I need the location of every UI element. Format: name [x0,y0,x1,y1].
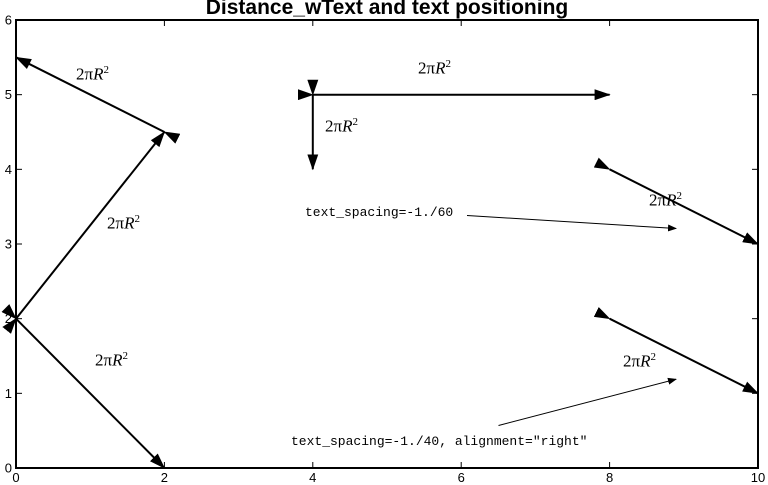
svg-text:5: 5 [5,87,12,102]
svg-text:3: 3 [5,237,12,252]
svg-text:10: 10 [751,470,765,485]
svg-text:2: 2 [5,311,12,326]
svg-text:2: 2 [161,470,168,485]
svg-text:4: 4 [309,470,316,485]
svg-text:6: 6 [458,470,465,485]
svg-text:0: 0 [5,461,12,476]
svg-text:8: 8 [606,470,613,485]
svg-text:0: 0 [12,470,19,485]
svg-text:6: 6 [5,13,12,28]
svg-text:4: 4 [5,162,12,177]
svg-text:1: 1 [5,386,12,401]
